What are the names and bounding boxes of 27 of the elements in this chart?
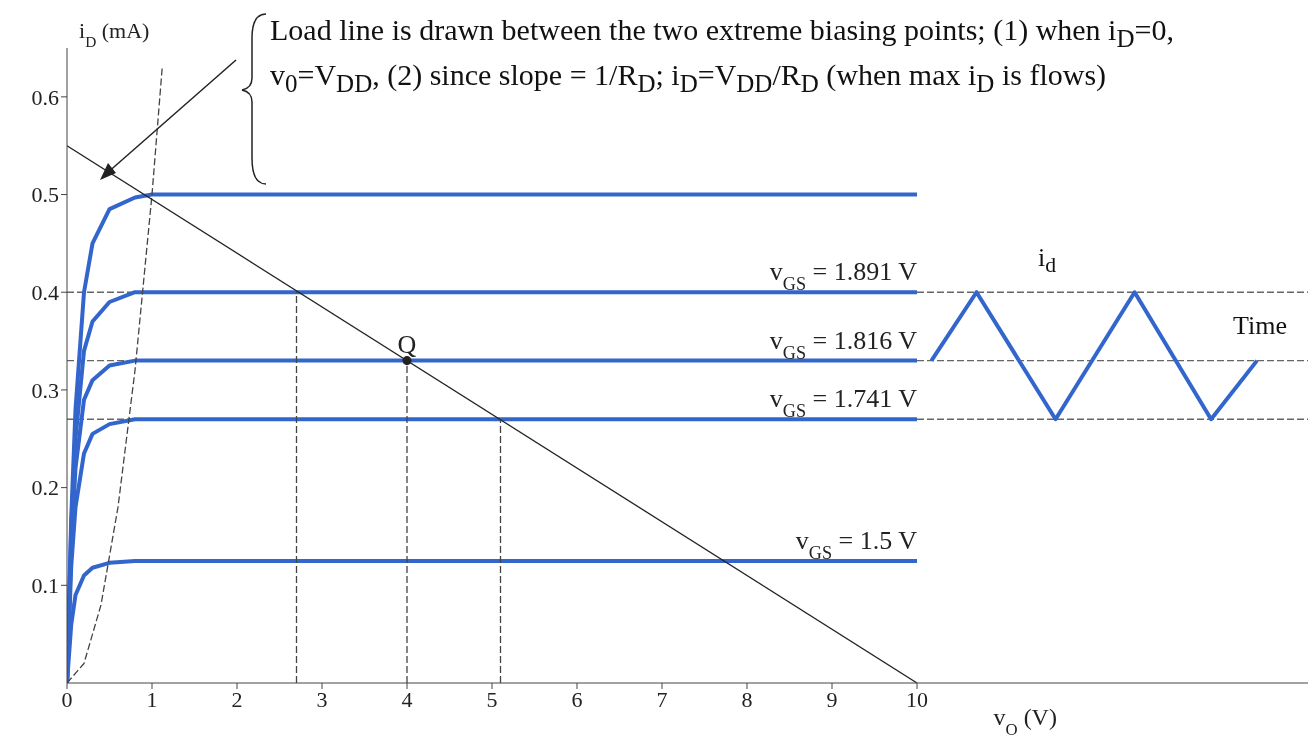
annotation: i$_{d}$ <box>1038 242 1058 280</box>
x-tick-label: 5 <box>486 686 498 712</box>
series-label: v$_{GS}$ = 1.741 V <box>769 384 918 422</box>
y-tick-label: 0.2 <box>31 475 59 501</box>
x-tick-label: 4 <box>401 686 413 712</box>
series-label: v$_{GS}$ = 1.5 V <box>795 525 918 563</box>
x-tick-label: 6 <box>571 686 583 712</box>
annotation: Q <box>397 329 417 359</box>
x-tick-label: 1 <box>146 686 158 712</box>
series-label: v$_{GS}$ = 1.816 V <box>769 325 918 363</box>
x-axis-title: v$_{O}$ (V) <box>993 704 1057 739</box>
y-tick-label: 0.5 <box>31 182 59 208</box>
y-axis-title: i$_{D}$ (mA) <box>79 18 150 50</box>
x-tick-label: 10 <box>906 686 928 712</box>
text: Load line is drawn between the two extreme biasing points; (1) when i$_{D}$=0, v$_{0}$=V$_{DD}$, (2) since slope = 1/R$_{D}$; i$_{D}$=V$_{DD}$/R$_{D}$ (when max i$_{D}$ is flows) <box>270 13 1174 97</box>
x-tick-label: 8 <box>741 686 753 712</box>
y-tick-label: 0.6 <box>31 84 59 110</box>
x-tick-label: 3 <box>316 686 328 712</box>
x-tick-label: 0 <box>61 686 73 712</box>
y-tick-label: 0.3 <box>31 377 59 403</box>
x-tick-label: 7 <box>656 686 668 712</box>
x-tick-label: 2 <box>231 686 243 712</box>
y-tick-label: 0.4 <box>31 280 59 306</box>
annotation: Time <box>1233 310 1288 342</box>
x-tick-label: 9 <box>826 686 838 712</box>
series-label: v$_{GS}$ = 1.891 V <box>769 257 918 295</box>
y-tick-label: 0.1 <box>31 573 59 599</box>
